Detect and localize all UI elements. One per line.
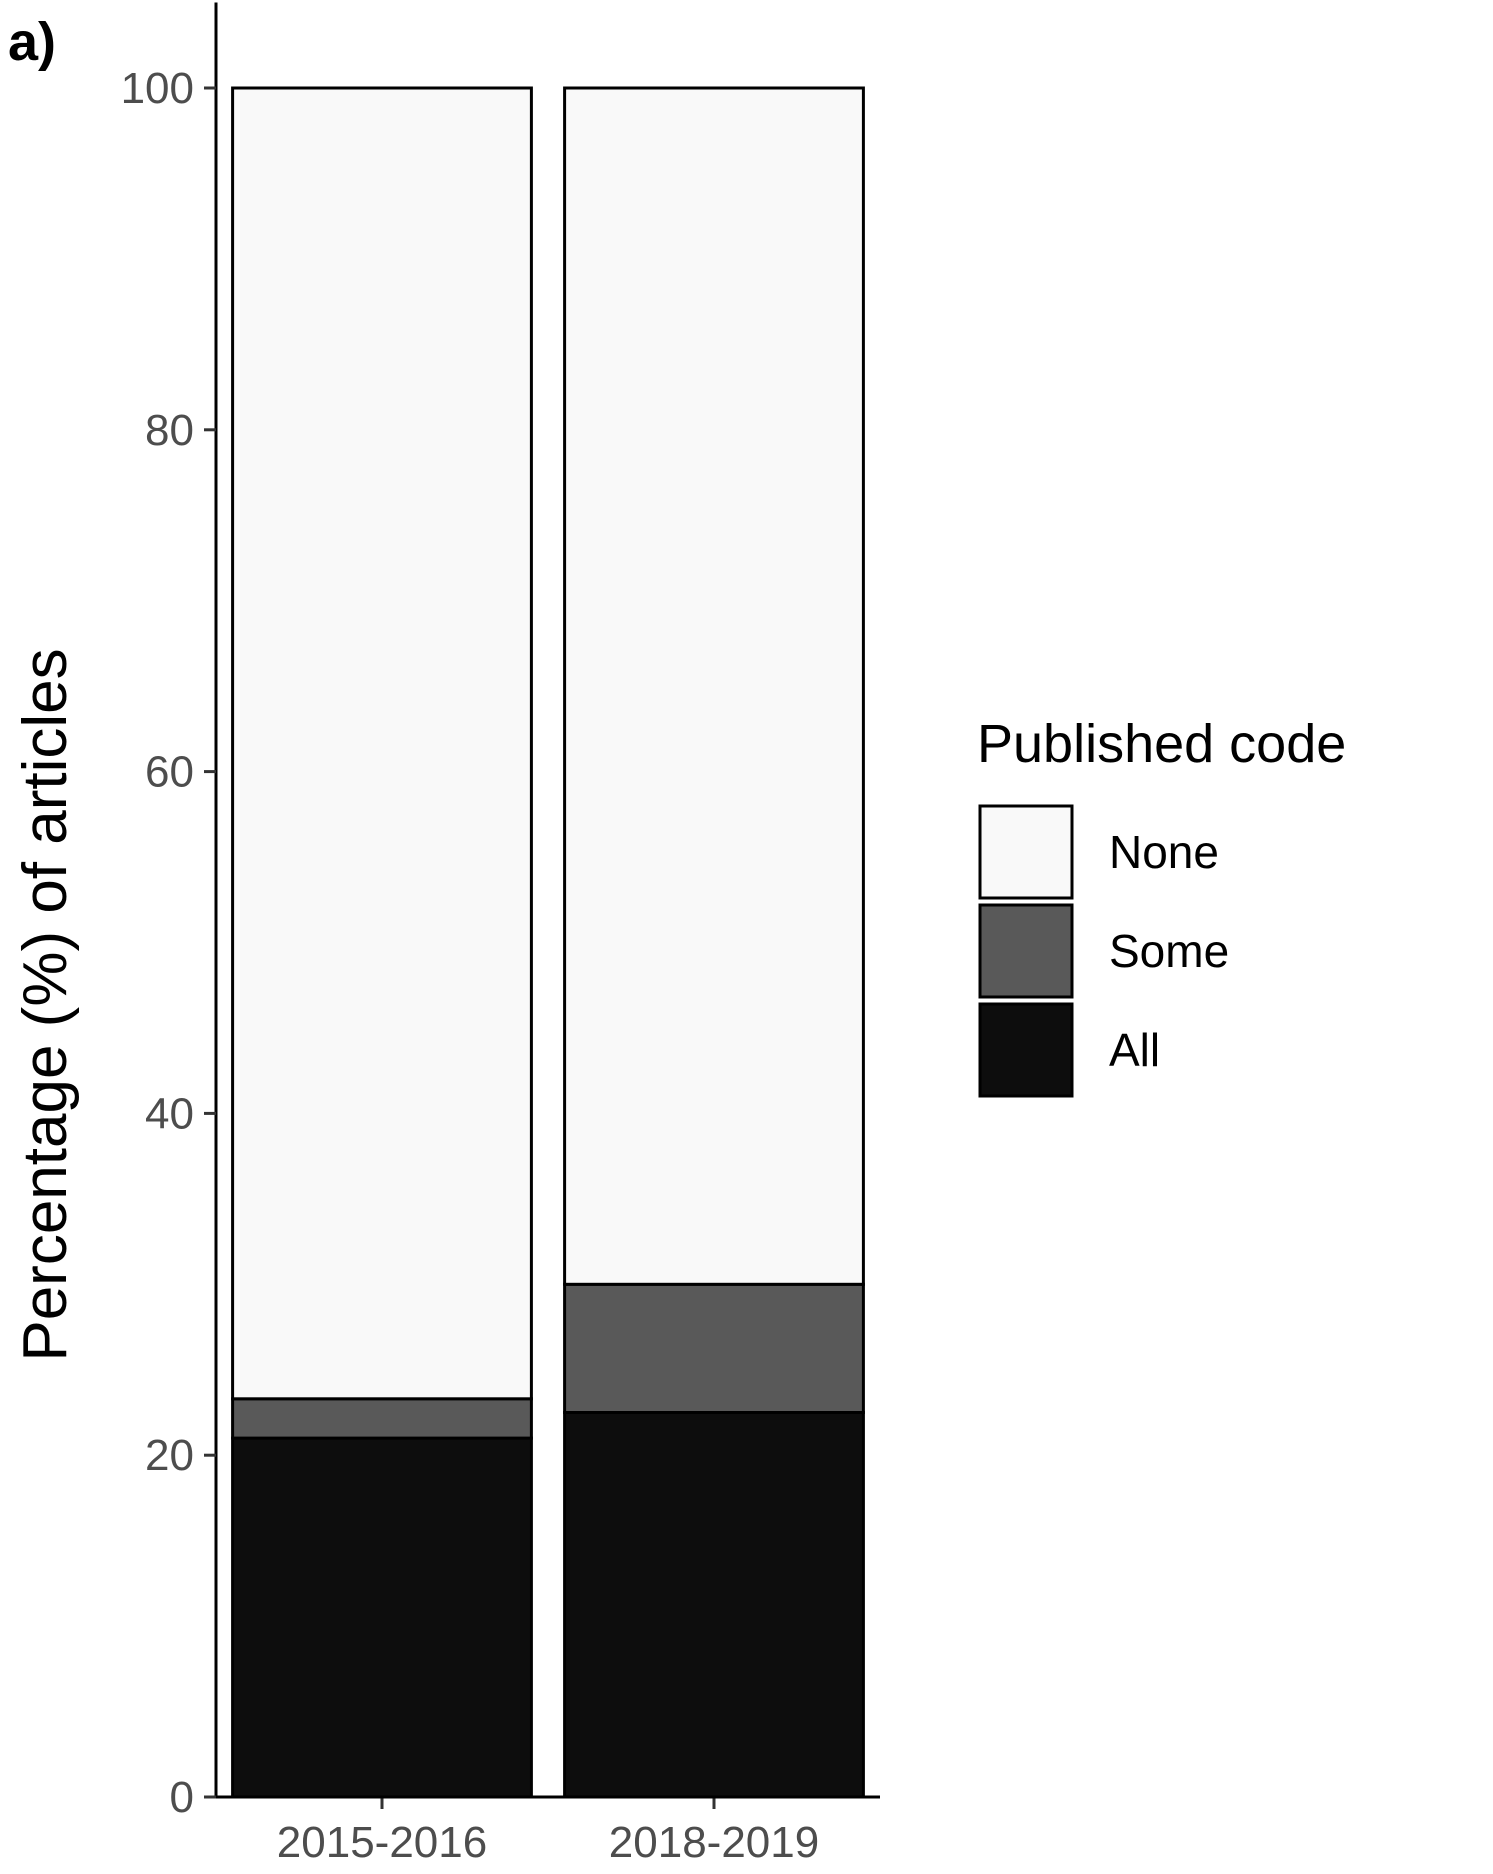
bar-all-2015-2016 (231, 1436, 533, 1799)
legend-label-none: None (1109, 826, 1219, 878)
y-tick-label: 20 (145, 1431, 194, 1480)
x-tick-label: 2018-2019 (609, 1818, 819, 1867)
y-tick-label: 60 (145, 748, 194, 797)
legend-title: Published code (977, 714, 1346, 774)
bar-none-2015-2016 (231, 86, 533, 1401)
y-tick-label: 80 (145, 406, 194, 455)
axes-group: 2015-2016 2018-2019 0 20 40 60 80 100 (121, 2, 880, 1867)
bar-some-2015-2016 (231, 1397, 533, 1440)
y-tick-label: 100 (121, 64, 194, 113)
bar-all-2018-2019 (563, 1411, 865, 1799)
legend: Published code None Some All (977, 714, 1346, 1098)
y-tick-label: 0 (170, 1773, 194, 1822)
y-tick-label: 40 (145, 1089, 194, 1138)
legend-label-some: Some (1109, 925, 1229, 977)
bar-some-2018-2019 (563, 1282, 865, 1415)
bar-none-2018-2019 (563, 86, 865, 1286)
legend-key-some (978, 903, 1074, 999)
legend-label-all: All (1109, 1024, 1160, 1076)
bars-group (231, 86, 865, 1799)
panel-label: a) (8, 12, 56, 72)
legend-key-none (978, 804, 1074, 900)
legend-key-all (978, 1002, 1074, 1098)
x-tick-label: 2015-2016 (277, 1818, 487, 1867)
y-axis-title: Percentage (%) of articles (11, 648, 80, 1361)
